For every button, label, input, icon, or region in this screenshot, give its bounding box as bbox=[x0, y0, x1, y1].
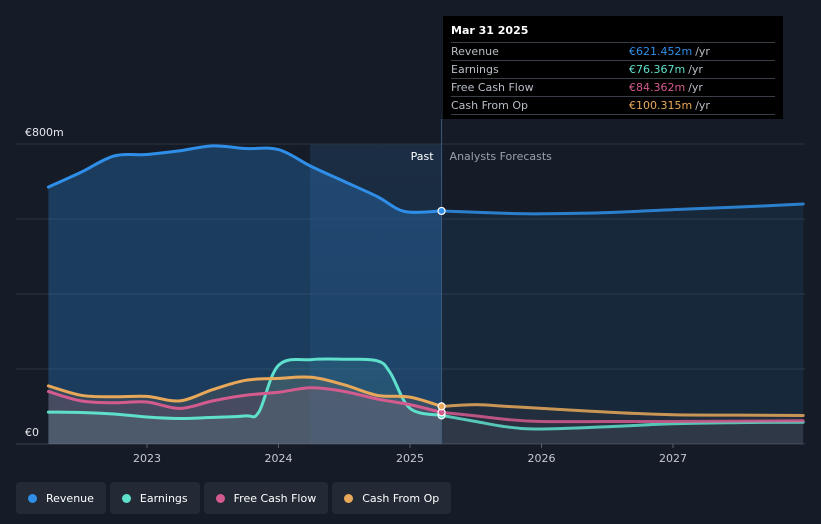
tooltip-value: €84.362m bbox=[629, 81, 686, 94]
x-tick-label: 2023 bbox=[133, 452, 161, 465]
forecast-label: Analysts Forecasts bbox=[450, 150, 553, 163]
past-label: Past bbox=[411, 150, 435, 163]
tooltip-row-free-cash-flow: Free Cash Flow €84.362m /yr bbox=[451, 78, 775, 96]
cash-from-op-forecast-area bbox=[441, 404, 804, 444]
free-cash-flow-forecast-line bbox=[440, 410, 805, 424]
tooltip-value: €621.452m bbox=[629, 45, 693, 58]
earnings-forecast-area bbox=[441, 415, 804, 444]
earnings-dot-icon bbox=[121, 493, 131, 503]
free-cash-flow-dot-icon bbox=[215, 493, 225, 503]
revenue-area bbox=[48, 145, 442, 445]
revenue-forecast-area bbox=[441, 204, 804, 444]
x-tick-label: 2027 bbox=[659, 452, 687, 465]
free-cash-flow-line bbox=[46, 386, 444, 414]
revenue-forecast-line bbox=[440, 202, 805, 216]
cash-from-op-marker bbox=[437, 402, 446, 411]
legend-label: Revenue bbox=[46, 491, 94, 505]
x-tick-label: 2026 bbox=[528, 452, 556, 465]
cash-from-op-forecast-line bbox=[440, 403, 805, 417]
revenue-dot-icon bbox=[28, 493, 37, 503]
tooltip-row-cash-from-op: Cash From Op €100.315m /yr bbox=[451, 96, 775, 115]
free-cash-flow-forecast-area bbox=[441, 412, 804, 444]
legend-label: Free Cash Flow bbox=[233, 491, 317, 505]
x-tick-label: 2024 bbox=[265, 452, 293, 465]
tooltip-label: Earnings bbox=[451, 63, 499, 76]
cash-from-op-dot-icon bbox=[344, 493, 354, 503]
tooltip-row-earnings: Earnings €76.367m /yr bbox=[451, 60, 775, 78]
tooltip-unit: /yr bbox=[688, 81, 703, 94]
tooltip-date: Mar 31 2025 bbox=[451, 24, 529, 37]
tooltip-label: Cash From Op bbox=[451, 99, 529, 112]
earnings-line bbox=[46, 357, 444, 421]
legend-item-free-cash-flow[interactable]: Free Cash Flow bbox=[203, 482, 329, 514]
legend-item-revenue[interactable]: Revenue bbox=[16, 482, 106, 514]
tooltip: Mar 31 2025 Revenue €621.452m /yr Earnin… bbox=[443, 16, 783, 119]
legend: Revenue Earnings Free Cash Flow Cash Fro… bbox=[16, 482, 452, 514]
earnings-forecast-line bbox=[440, 413, 805, 431]
tooltip-row-revenue: Revenue €621.452m /yr bbox=[451, 42, 775, 60]
revenue-line bbox=[46, 144, 444, 214]
tooltip-unit: /yr bbox=[695, 45, 710, 58]
legend-item-earnings[interactable]: Earnings bbox=[109, 482, 200, 514]
y-axis-top-label: €800m bbox=[25, 126, 64, 139]
earnings-area bbox=[48, 358, 442, 444]
legend-label: Cash From Op bbox=[362, 491, 440, 505]
tooltip-label: Revenue bbox=[451, 45, 499, 58]
cash-from-op-area bbox=[48, 376, 442, 444]
tooltip-value: €100.315m bbox=[629, 99, 693, 112]
y-axis-bottom-label: €0 bbox=[25, 426, 39, 439]
tooltip-value: €76.367m bbox=[629, 63, 686, 76]
revenue-marker bbox=[437, 206, 446, 216]
tooltip-unit: /yr bbox=[688, 63, 703, 76]
legend-label: Earnings bbox=[139, 491, 188, 505]
tooltip-label: Free Cash Flow bbox=[451, 81, 534, 94]
cash-from-op-line bbox=[46, 375, 444, 408]
tooltip-unit: /yr bbox=[695, 99, 710, 112]
x-tick-label: 2025 bbox=[396, 452, 424, 465]
legend-item-cash-from-op[interactable]: Cash From Op bbox=[332, 482, 452, 514]
